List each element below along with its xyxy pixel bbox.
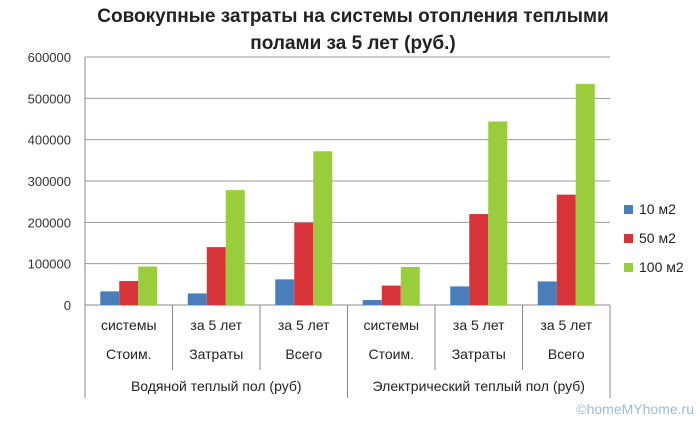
legend-label: 100 м2 — [639, 259, 684, 275]
bar — [275, 279, 295, 305]
bar — [400, 266, 420, 305]
y-tick-label: 500000 — [28, 91, 71, 106]
bar — [187, 293, 207, 305]
category-label: Затраты — [452, 346, 506, 362]
grid — [85, 56, 610, 306]
bar — [225, 190, 245, 305]
legend-swatch — [624, 205, 633, 214]
category-label: системы — [363, 317, 419, 333]
chart-title-line-1: Совокупные затраты на системы отопления … — [97, 6, 608, 27]
legend-swatch — [624, 234, 633, 243]
bar — [537, 281, 557, 305]
y-tick-label: 400000 — [28, 133, 71, 148]
y-tick-label: 0 — [64, 298, 71, 313]
category-label: за 5 лет — [540, 317, 592, 333]
category-label: за 5 лет — [278, 317, 330, 333]
bar — [294, 222, 314, 305]
bar — [313, 151, 333, 305]
y-tick-label: 600000 — [28, 50, 71, 65]
category-label: Стоим. — [369, 346, 415, 362]
chart-title: Совокупные затраты на системы отопления … — [97, 6, 608, 54]
bar — [138, 266, 158, 305]
legend-label: 10 м2 — [639, 201, 676, 217]
bar — [119, 281, 139, 305]
x-axis: системы Стоим. за 5 лет Затраты за 5 лет Всег… — [84, 305, 611, 398]
watermark: ©homeMYhome.ru — [576, 401, 694, 417]
group-label: Водяной теплый пол (руб) — [131, 378, 302, 394]
chart-title-line-2: полами за 5 лет (руб.) — [250, 33, 455, 54]
bar — [362, 300, 382, 305]
y-tick-label: 200000 — [28, 215, 71, 230]
bar — [381, 285, 401, 305]
y-tick-label: 100000 — [28, 257, 71, 272]
category-label: за 5 лет — [190, 317, 242, 333]
category-label: Всего — [548, 346, 585, 362]
legend-label: 50 м2 — [639, 230, 676, 246]
bar — [575, 83, 595, 305]
bars — [100, 83, 595, 305]
bar — [100, 291, 120, 305]
category-label: Всего — [285, 346, 322, 362]
bar — [469, 214, 489, 305]
y-tick-label: 300000 — [28, 174, 71, 189]
category-label: Затраты — [189, 346, 243, 362]
category-label: Стоим. — [106, 346, 152, 362]
bar — [206, 247, 226, 305]
legend: 10 м2 50 м2 100 м2 — [624, 201, 684, 275]
y-axis: 0 100000 200000 300000 400000 500000 600000 — [28, 50, 86, 313]
legend-swatch — [624, 263, 633, 272]
bar — [556, 194, 576, 305]
bar — [450, 286, 470, 305]
group-label: Электрический теплый пол (руб) — [373, 378, 585, 394]
category-label: за 5 лет — [453, 317, 505, 333]
category-label: системы — [101, 317, 157, 333]
bar — [488, 121, 508, 305]
